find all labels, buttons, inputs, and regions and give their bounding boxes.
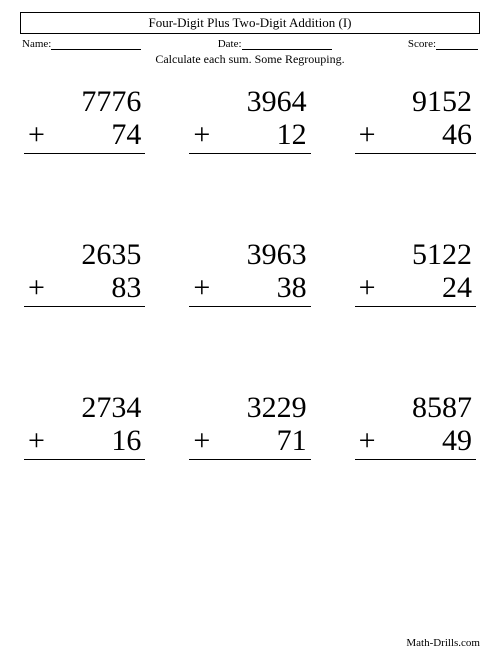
plus-icon: +	[28, 271, 45, 304]
score-field: Score:	[408, 38, 478, 50]
problem: 7776 + 74	[24, 85, 145, 154]
addend-bottom: 38	[277, 271, 307, 304]
addend-top: 8587	[355, 391, 476, 424]
addend-bottom-row: + 46	[355, 118, 476, 154]
problem: 8587 + 49	[355, 391, 476, 460]
plus-icon: +	[359, 118, 376, 151]
problem: 3964 + 12	[189, 85, 310, 154]
addend-top: 7776	[24, 85, 145, 118]
problem: 2635 + 83	[24, 238, 145, 307]
addend-bottom-row: + 24	[355, 271, 476, 307]
addend-top: 3964	[189, 85, 310, 118]
problem: 2734 + 16	[24, 391, 145, 460]
addend-bottom: 24	[442, 271, 472, 304]
name-field: Name:	[22, 38, 141, 50]
addend-bottom: 71	[277, 424, 307, 457]
plus-icon: +	[28, 424, 45, 457]
addend-top: 9152	[355, 85, 476, 118]
date-label: Date:	[218, 38, 242, 50]
addend-bottom-row: + 83	[24, 271, 145, 307]
footer-credit: Math-Drills.com	[406, 637, 480, 649]
score-blank[interactable]	[436, 39, 478, 50]
plus-icon: +	[193, 118, 210, 151]
date-blank[interactable]	[242, 39, 332, 50]
date-field: Date:	[218, 38, 332, 50]
name-label: Name:	[22, 38, 51, 50]
addend-bottom: 49	[442, 424, 472, 457]
worksheet-title-box: Four-Digit Plus Two-Digit Addition (I)	[20, 12, 480, 34]
header-row: Name: Date: Score:	[22, 38, 478, 50]
problems-grid: 7776 + 74 3964 + 12 9152 + 46 2635 + 83 …	[24, 85, 476, 460]
instruction-text: Calculate each sum. Some Regrouping.	[0, 52, 500, 67]
addend-top: 2734	[24, 391, 145, 424]
addend-bottom: 74	[111, 118, 141, 151]
plus-icon: +	[193, 271, 210, 304]
score-label: Score:	[408, 38, 436, 50]
plus-icon: +	[359, 271, 376, 304]
plus-icon: +	[193, 424, 210, 457]
problem: 9152 + 46	[355, 85, 476, 154]
worksheet-title: Four-Digit Plus Two-Digit Addition (I)	[149, 15, 352, 30]
addend-top: 5122	[355, 238, 476, 271]
addend-bottom-row: + 49	[355, 424, 476, 460]
addend-top: 2635	[24, 238, 145, 271]
addend-bottom: 46	[442, 118, 472, 151]
addend-bottom-row: + 12	[189, 118, 310, 154]
addend-bottom-row: + 71	[189, 424, 310, 460]
addend-top: 3229	[189, 391, 310, 424]
name-blank[interactable]	[51, 39, 141, 50]
addend-bottom-row: + 74	[24, 118, 145, 154]
problem: 3229 + 71	[189, 391, 310, 460]
addend-bottom-row: + 38	[189, 271, 310, 307]
addend-top: 3963	[189, 238, 310, 271]
problem: 5122 + 24	[355, 238, 476, 307]
addend-bottom: 83	[111, 271, 141, 304]
addend-bottom: 12	[277, 118, 307, 151]
addend-bottom-row: + 16	[24, 424, 145, 460]
addend-bottom: 16	[111, 424, 141, 457]
problem: 3963 + 38	[189, 238, 310, 307]
plus-icon: +	[28, 118, 45, 151]
plus-icon: +	[359, 424, 376, 457]
